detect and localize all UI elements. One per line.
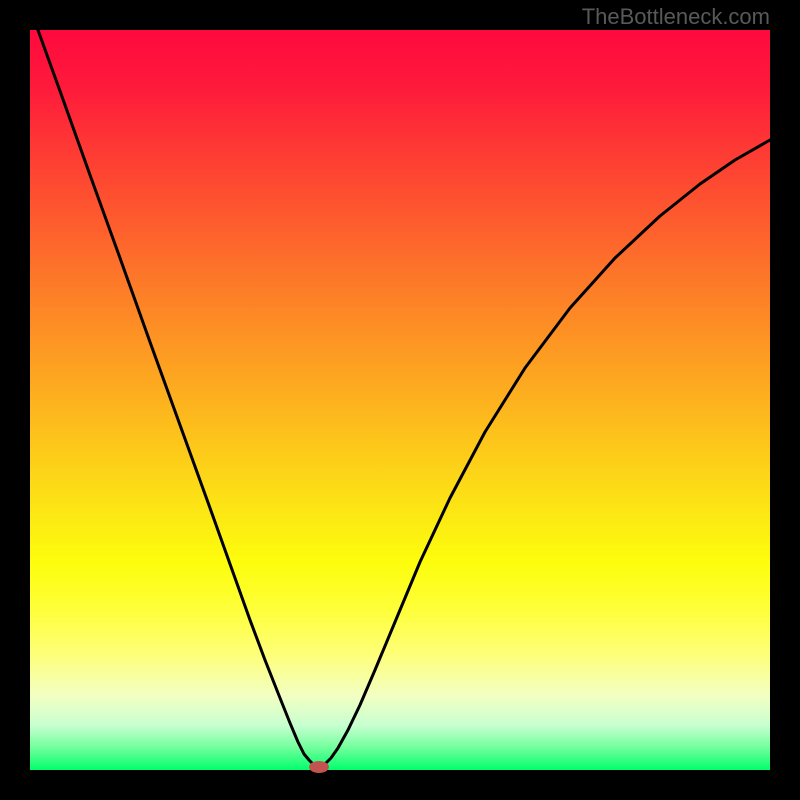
plot-area bbox=[30, 30, 770, 770]
curve-layer bbox=[30, 30, 770, 770]
chart-stage: TheBottleneck.com bbox=[0, 0, 800, 800]
minimum-marker bbox=[309, 761, 329, 773]
watermark-text: TheBottleneck.com bbox=[582, 4, 770, 30]
